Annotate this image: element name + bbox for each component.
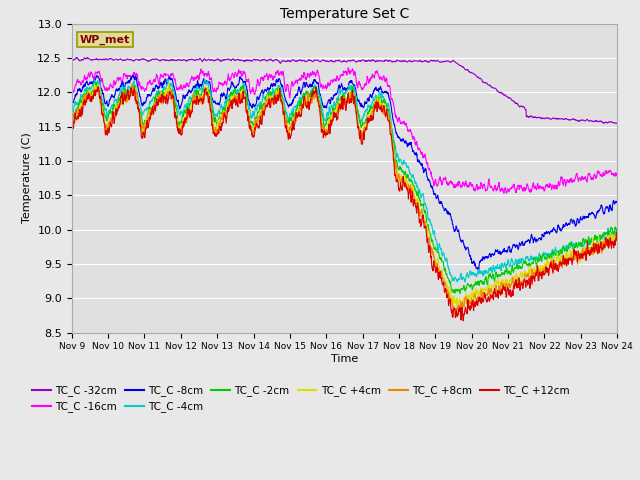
TC_C +4cm: [498, 277, 506, 283]
TC_C +12cm: [598, 245, 605, 251]
TC_C -8cm: [498, 250, 506, 256]
TC_C -32cm: [613, 121, 621, 127]
TC_C +12cm: [96, 96, 104, 101]
TC_C -32cm: [74, 55, 81, 60]
TC_C -4cm: [96, 80, 104, 85]
TC_C -16cm: [498, 185, 506, 191]
Line: TC_C -32cm: TC_C -32cm: [72, 58, 617, 124]
TC_C +8cm: [598, 251, 605, 256]
TC_C -16cm: [96, 69, 104, 75]
TC_C -8cm: [333, 90, 341, 96]
Line: TC_C +4cm: TC_C +4cm: [72, 84, 617, 309]
Line: TC_C -2cm: TC_C -2cm: [72, 82, 617, 293]
TC_C +12cm: [498, 287, 506, 293]
TC_C -2cm: [333, 102, 341, 108]
TC_C -2cm: [613, 226, 621, 232]
TC_C -16cm: [319, 84, 326, 90]
TC_C +12cm: [598, 247, 605, 252]
TC_C -32cm: [333, 58, 341, 63]
TC_C +8cm: [96, 93, 104, 99]
TC_C +4cm: [598, 242, 605, 248]
TC_C +4cm: [165, 81, 173, 86]
TC_C -8cm: [613, 199, 621, 205]
TC_C +4cm: [598, 243, 605, 249]
TC_C -4cm: [498, 261, 506, 267]
TC_C -16cm: [598, 173, 605, 179]
TC_C +8cm: [613, 238, 621, 244]
TC_C -4cm: [333, 97, 341, 103]
TC_C +4cm: [454, 306, 462, 312]
TC_C +8cm: [451, 308, 459, 314]
TC_C -2cm: [96, 90, 104, 96]
TC_C -2cm: [598, 233, 605, 239]
TC_C -2cm: [319, 114, 326, 120]
TC_C +12cm: [460, 318, 467, 324]
TC_C -16cm: [613, 170, 621, 176]
TC_C +12cm: [319, 128, 326, 134]
Legend: TC_C -32cm, TC_C -16cm, TC_C -8cm, TC_C -4cm, TC_C -2cm, TC_C +4cm, TC_C +8cm, T: TC_C -32cm, TC_C -16cm, TC_C -8cm, TC_C …: [28, 381, 574, 417]
TC_C -16cm: [68, 89, 76, 95]
TC_C -8cm: [129, 72, 137, 78]
TC_C -16cm: [598, 174, 605, 180]
TC_C +4cm: [319, 124, 326, 130]
TC_C -8cm: [319, 102, 326, 108]
Y-axis label: Temperature (C): Temperature (C): [22, 133, 31, 224]
TC_C +8cm: [598, 247, 605, 252]
TC_C +8cm: [129, 81, 136, 87]
TC_C +4cm: [68, 121, 76, 127]
Title: Temperature Set C: Temperature Set C: [280, 7, 409, 21]
TC_C +12cm: [68, 131, 76, 136]
TC_C -2cm: [92, 79, 100, 85]
TC_C +4cm: [96, 89, 104, 95]
TC_C +4cm: [333, 102, 341, 108]
TC_C -4cm: [68, 111, 76, 117]
TC_C -32cm: [598, 119, 605, 124]
TC_C -32cm: [319, 57, 326, 63]
TC_C -2cm: [456, 290, 464, 296]
TC_C -16cm: [333, 74, 340, 80]
TC_C -4cm: [164, 77, 172, 83]
Line: TC_C -16cm: TC_C -16cm: [72, 68, 617, 193]
TC_C -4cm: [454, 279, 461, 285]
TC_C -32cm: [498, 90, 506, 96]
Line: TC_C -4cm: TC_C -4cm: [72, 80, 617, 282]
Line: TC_C +8cm: TC_C +8cm: [72, 84, 617, 311]
TC_C +8cm: [319, 124, 326, 130]
TC_C -8cm: [598, 202, 605, 208]
TC_C +4cm: [613, 235, 621, 240]
TC_C -32cm: [96, 56, 104, 62]
TC_C -4cm: [598, 235, 605, 241]
TC_C -4cm: [613, 231, 621, 237]
TC_C +8cm: [498, 281, 506, 287]
Line: TC_C -8cm: TC_C -8cm: [72, 75, 617, 273]
TC_C -8cm: [68, 100, 76, 106]
TC_C -4cm: [319, 108, 326, 114]
TC_C +12cm: [333, 116, 341, 121]
TC_C -2cm: [498, 270, 506, 276]
TC_C -8cm: [475, 270, 483, 276]
TC_C +8cm: [68, 124, 76, 130]
X-axis label: Time: Time: [331, 354, 358, 364]
TC_C -2cm: [68, 114, 76, 120]
TC_C +8cm: [333, 109, 341, 115]
TC_C -8cm: [96, 77, 104, 83]
TC_C -32cm: [598, 119, 605, 124]
TC_C -16cm: [500, 191, 508, 196]
TC_C -2cm: [598, 235, 605, 240]
TC_C -16cm: [344, 65, 352, 71]
Text: WP_met: WP_met: [80, 35, 130, 45]
Line: TC_C +12cm: TC_C +12cm: [72, 86, 617, 321]
TC_C -32cm: [68, 57, 76, 62]
TC_C +12cm: [94, 84, 102, 89]
TC_C -8cm: [598, 204, 605, 209]
TC_C +12cm: [613, 238, 621, 244]
TC_C -4cm: [598, 236, 605, 242]
